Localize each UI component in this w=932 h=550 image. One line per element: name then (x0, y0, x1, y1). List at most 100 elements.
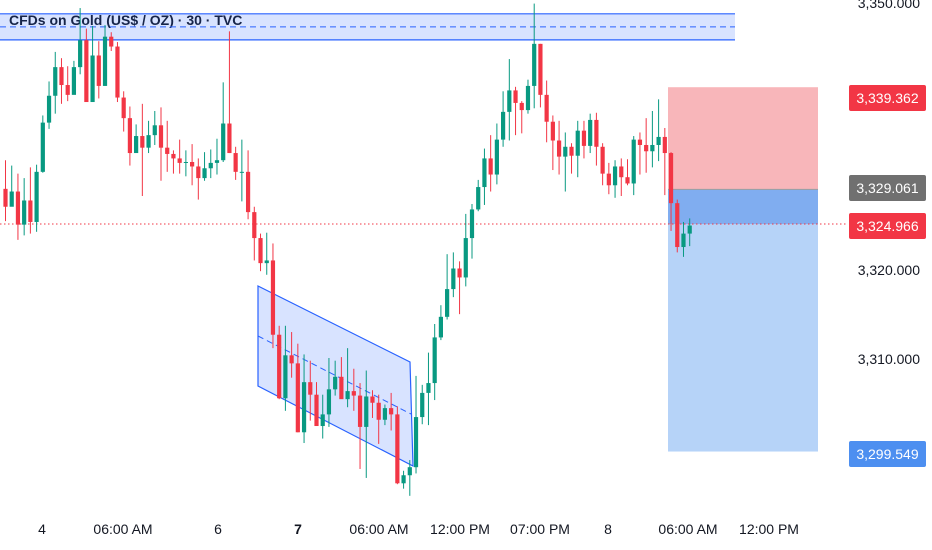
candle-body (264, 260, 269, 264)
candle-body (183, 161, 188, 163)
candle-body (177, 158, 182, 163)
candle-body (482, 158, 487, 188)
candle-body (675, 203, 680, 248)
time-axis-tick: 12:00 PM (430, 521, 490, 537)
candle-body (476, 187, 481, 210)
candle-body (668, 153, 674, 204)
candle-body (34, 171, 39, 222)
descending-channel-midline (257, 335, 412, 415)
candle-body (90, 55, 95, 103)
candle-body (364, 396, 369, 427)
candle-body (314, 394, 319, 427)
candle-body (687, 225, 692, 234)
candle-body (382, 408, 388, 420)
candle-body (289, 355, 294, 364)
price-axis-tick: 3,320.000 (858, 262, 920, 278)
candle-body (333, 376, 338, 390)
candle-body (563, 146, 568, 157)
candle-body (53, 67, 58, 96)
stop-loss-price-label: 3,339.362 (856, 90, 918, 106)
candle-body (445, 289, 450, 317)
candle-body (457, 268, 462, 278)
candle-body (121, 97, 126, 119)
candle-body (426, 383, 431, 393)
time-axis-tick: 4 (38, 521, 46, 537)
entry-to-price-zone (668, 189, 818, 225)
candle-body (239, 171, 244, 173)
take-profit-price-label-bg (849, 441, 926, 467)
candle-body (501, 111, 506, 140)
take-profit-price-label: 3,299.549 (856, 446, 918, 462)
time-axis-tick: 8 (604, 521, 612, 537)
candle-body (637, 139, 643, 145)
candle-body (619, 166, 624, 178)
candle-body (214, 160, 220, 163)
candle-body (488, 158, 493, 175)
candle-body (196, 166, 201, 179)
stop-loss-zone (668, 87, 818, 190)
time-axis-tick: 06:00 AM (93, 521, 152, 537)
candle-body (270, 260, 276, 335)
candle-body (438, 316, 443, 338)
candle-body (308, 382, 313, 395)
candle-body (451, 268, 456, 290)
candle-body (581, 130, 587, 146)
candle-body (401, 475, 406, 484)
candle-body (532, 43, 537, 86)
candle-body (525, 85, 531, 111)
candle-body (494, 139, 499, 175)
candle-body (158, 125, 164, 148)
candle-body (252, 212, 257, 239)
candle-body (295, 363, 300, 433)
candle-body (78, 40, 83, 68)
candle-body (202, 168, 207, 179)
candle-body (588, 119, 593, 146)
candle-body (190, 161, 195, 167)
time-axis-tick: 07:00 PM (510, 521, 570, 537)
candle-body (519, 102, 524, 111)
candle-body (208, 162, 213, 169)
entry-price-label-bg (849, 175, 926, 201)
chart-title: CFDs on Gold (US$ / OZ) · 30 · TVC (9, 12, 243, 28)
candle-body (550, 121, 555, 141)
stop-loss-price-label-bg (849, 85, 926, 111)
candle-body (109, 36, 114, 47)
candle-body (258, 238, 263, 264)
candle-body (656, 136, 661, 145)
candle-body (681, 233, 686, 248)
candle-body (283, 355, 288, 399)
candle-body (612, 166, 618, 186)
candle-body (171, 153, 176, 159)
candle-body (320, 414, 325, 427)
candle-body (575, 130, 580, 156)
candle-body (59, 67, 64, 86)
candle-body (65, 85, 70, 95)
candle-body (538, 43, 543, 95)
candle-body (102, 36, 108, 86)
candle-body (245, 171, 251, 213)
candle-body (389, 408, 394, 415)
candle-body (594, 119, 599, 147)
candle-body (351, 391, 356, 396)
candle-body (625, 177, 630, 184)
candle-body (650, 144, 655, 152)
candle-body (463, 238, 468, 278)
candle-body (407, 467, 412, 476)
candle-body (277, 334, 282, 399)
last-price-label: 3,324.966 (856, 218, 918, 234)
candle-body (432, 337, 437, 384)
candle-body (339, 376, 344, 400)
candle-body (569, 146, 574, 156)
last-price-label-bg (849, 213, 926, 239)
candle-body (644, 144, 649, 152)
candle-body (152, 125, 157, 136)
candle-body (84, 40, 89, 103)
candle-body (9, 191, 14, 207)
candle-body (71, 67, 77, 95)
candle-body (28, 200, 33, 222)
candle-body (140, 136, 145, 148)
candle-body (233, 153, 238, 172)
candle-body (662, 136, 667, 154)
candle-body (326, 389, 332, 415)
